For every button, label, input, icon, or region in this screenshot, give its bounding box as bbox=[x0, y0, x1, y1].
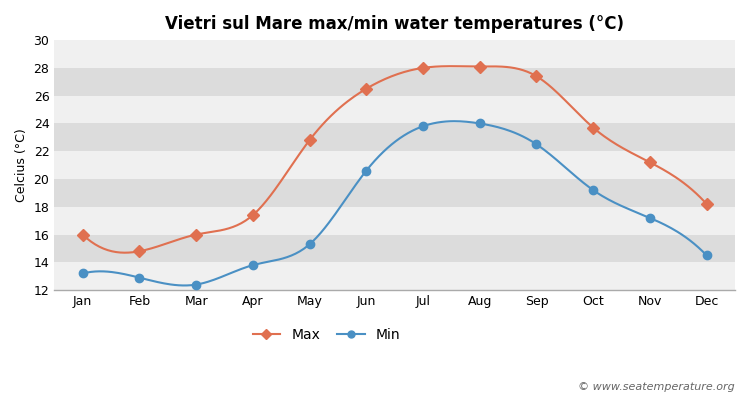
Max bbox=[362, 86, 370, 91]
Min bbox=[589, 188, 598, 192]
Title: Vietri sul Mare max/min water temperatures (°C): Vietri sul Mare max/min water temperatur… bbox=[165, 15, 624, 33]
Min bbox=[646, 216, 655, 220]
Max bbox=[646, 160, 655, 165]
Min bbox=[532, 142, 541, 147]
Bar bbox=[54, 96, 735, 124]
Bar bbox=[54, 124, 735, 151]
Line: Max: Max bbox=[79, 62, 711, 256]
Min bbox=[305, 242, 314, 247]
Bar bbox=[54, 234, 735, 262]
Bar bbox=[54, 207, 735, 234]
Legend: Max, Min: Max, Min bbox=[247, 322, 406, 347]
Bar bbox=[54, 262, 735, 290]
Min bbox=[702, 253, 711, 258]
Max bbox=[419, 66, 428, 70]
Min bbox=[362, 168, 370, 173]
Max bbox=[589, 125, 598, 130]
Bar bbox=[54, 151, 735, 179]
Max bbox=[191, 232, 200, 237]
Text: © www.seatemperature.org: © www.seatemperature.org bbox=[578, 382, 735, 392]
Min bbox=[135, 275, 144, 280]
Min bbox=[191, 282, 200, 287]
Max bbox=[135, 249, 144, 254]
Max bbox=[476, 64, 484, 69]
Max bbox=[532, 74, 541, 79]
Max bbox=[702, 202, 711, 206]
Max bbox=[248, 213, 257, 218]
Y-axis label: Celcius (°C): Celcius (°C) bbox=[15, 128, 28, 202]
Min bbox=[78, 271, 87, 276]
Max bbox=[78, 232, 87, 237]
Bar bbox=[54, 179, 735, 207]
Line: Min: Min bbox=[79, 119, 711, 289]
Min bbox=[419, 124, 428, 129]
Min bbox=[476, 121, 484, 126]
Max bbox=[305, 138, 314, 142]
Min bbox=[248, 263, 257, 268]
Bar bbox=[54, 40, 735, 68]
Bar bbox=[54, 68, 735, 96]
